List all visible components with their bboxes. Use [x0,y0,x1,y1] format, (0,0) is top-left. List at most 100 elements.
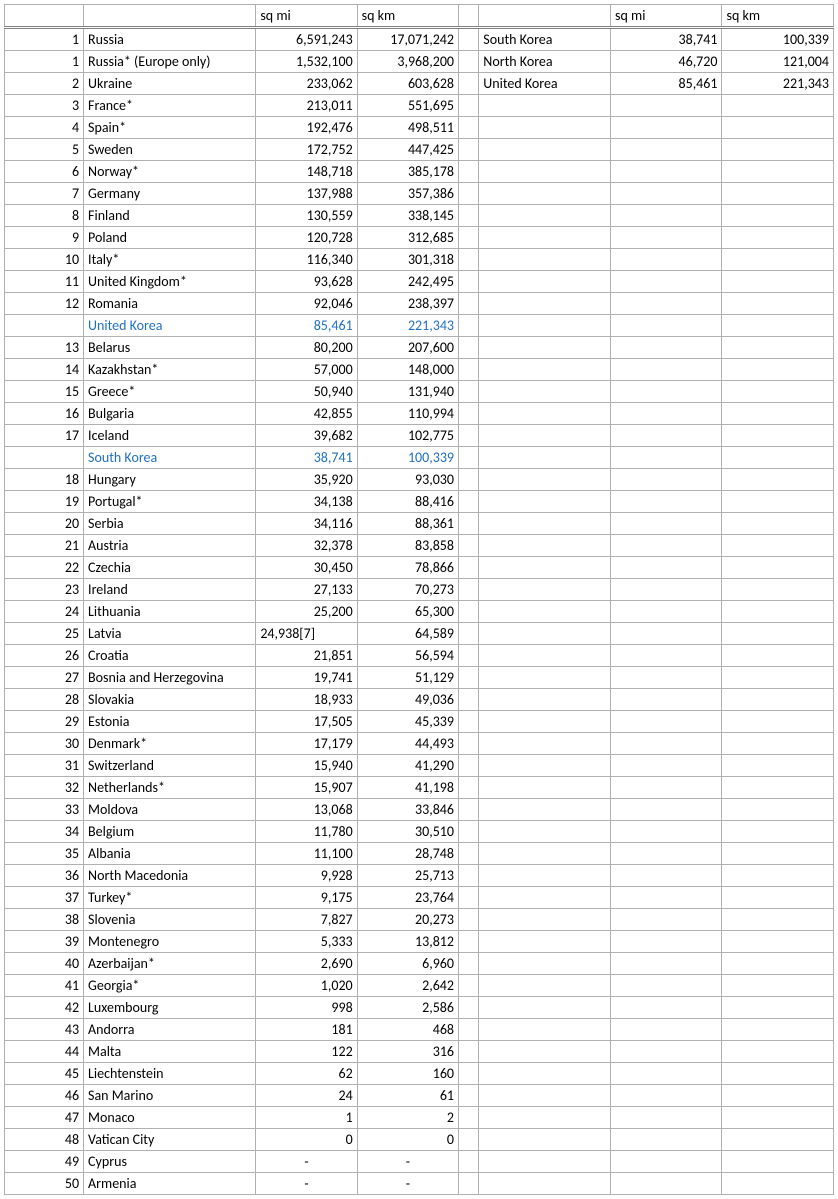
empty-cell [479,733,611,755]
table-row: South Korea38,741100,339 [5,447,834,469]
empty-cell [611,799,722,821]
rank-cell: 10 [5,249,84,271]
table-row: 40Azerbaijan*2,6906,960 [5,953,834,975]
empty-cell [722,535,834,557]
empty-cell [722,887,834,909]
gap-cell [459,755,479,777]
table-row: 25Latvia24,938[7]64,589 [5,623,834,645]
table-row: 11United Kingdom*93,628242,495 [5,271,834,293]
gap-cell [459,359,479,381]
empty-cell [611,205,722,227]
sqkm-cell: 2 [357,1107,458,1129]
empty-cell [479,535,611,557]
rank-cell: 11 [5,271,84,293]
sqmi-cell: 80,200 [256,337,357,359]
empty-cell [479,117,611,139]
empty-cell [479,447,611,469]
gap-cell [459,843,479,865]
table-row: 34Belgium11,78030,510 [5,821,834,843]
header-sqmi-2: sq mi [611,5,722,28]
sqkm-cell: 33,846 [357,799,458,821]
gap-cell [459,821,479,843]
sqkm-cell: 49,036 [357,689,458,711]
korea-sqkm-cell: 121,004 [722,51,834,73]
empty-cell [722,557,834,579]
sqmi-cell: 13,068 [256,799,357,821]
header-sqmi-1: sq mi [256,5,357,28]
rank-cell: 50 [5,1173,84,1195]
sqkm-cell: 78,866 [357,557,458,579]
empty-cell [722,667,834,689]
gap-cell [459,1063,479,1085]
table-row: 13Belarus80,200207,600 [5,337,834,359]
table-row: 31Switzerland15,94041,290 [5,755,834,777]
sqmi-cell: 213,011 [256,95,357,117]
sqkm-cell: 64,589 [357,623,458,645]
rank-cell: 45 [5,1063,84,1085]
sqkm-cell: 357,386 [357,183,458,205]
empty-cell [479,1019,611,1041]
country-name-cell: Cyprus [84,1151,256,1173]
gap-cell [459,227,479,249]
sqmi-cell: 120,728 [256,227,357,249]
sqmi-cell: 30,450 [256,557,357,579]
empty-cell [611,425,722,447]
rank-cell: 49 [5,1151,84,1173]
empty-cell [479,953,611,975]
empty-cell [479,799,611,821]
empty-cell [479,183,611,205]
table-row: 41Georgia*1,0202,642 [5,975,834,997]
empty-cell [611,139,722,161]
gap-cell [459,689,479,711]
country-name-cell: Luxembourg [84,997,256,1019]
rank-cell: 24 [5,601,84,623]
country-name-cell: San Marino [84,1085,256,1107]
empty-cell [722,865,834,887]
empty-cell [722,711,834,733]
sqkm-cell: - [357,1151,458,1173]
rank-cell: 5 [5,139,84,161]
empty-cell [722,1173,834,1195]
gap-cell [459,1173,479,1195]
empty-cell [479,865,611,887]
header-row: sq mi sq km sq mi sq km [5,5,834,28]
country-name-cell: Georgia* [84,975,256,997]
table-row: 46San Marino2461 [5,1085,834,1107]
country-name-cell: Turkey* [84,887,256,909]
country-name-cell: Romania [84,293,256,315]
country-name-cell: Spain* [84,117,256,139]
table-row: 39Montenegro5,33313,812 [5,931,834,953]
rank-cell: 23 [5,579,84,601]
empty-cell [722,95,834,117]
sqmi-cell: - [256,1151,357,1173]
gap-cell [459,645,479,667]
table-row: 49Cyprus-- [5,1151,834,1173]
empty-cell [611,821,722,843]
gap-cell [459,315,479,337]
country-name-cell: Ireland [84,579,256,601]
empty-cell [722,271,834,293]
sqmi-cell: 34,138 [256,491,357,513]
rank-cell: 25 [5,623,84,645]
rank-cell: 15 [5,381,84,403]
rank-cell: 21 [5,535,84,557]
table-row: 4Spain*192,476498,511 [5,117,834,139]
gap-cell [459,799,479,821]
empty-cell [611,161,722,183]
table-row: 3France*213,011551,695 [5,95,834,117]
sqkm-cell: 221,343 [357,315,458,337]
sqkm-cell: - [357,1173,458,1195]
sqkm-cell: 28,748 [357,843,458,865]
empty-cell [479,425,611,447]
sqkm-cell: 13,812 [357,931,458,953]
table-row: 48Vatican City00 [5,1129,834,1151]
sqmi-cell: 15,907 [256,777,357,799]
empty-cell [611,1041,722,1063]
country-name-cell: Czechia [84,557,256,579]
empty-cell [722,139,834,161]
rank-cell: 18 [5,469,84,491]
empty-cell [611,1173,722,1195]
gap-cell [459,491,479,513]
sqmi-cell: 181 [256,1019,357,1041]
empty-cell [479,557,611,579]
